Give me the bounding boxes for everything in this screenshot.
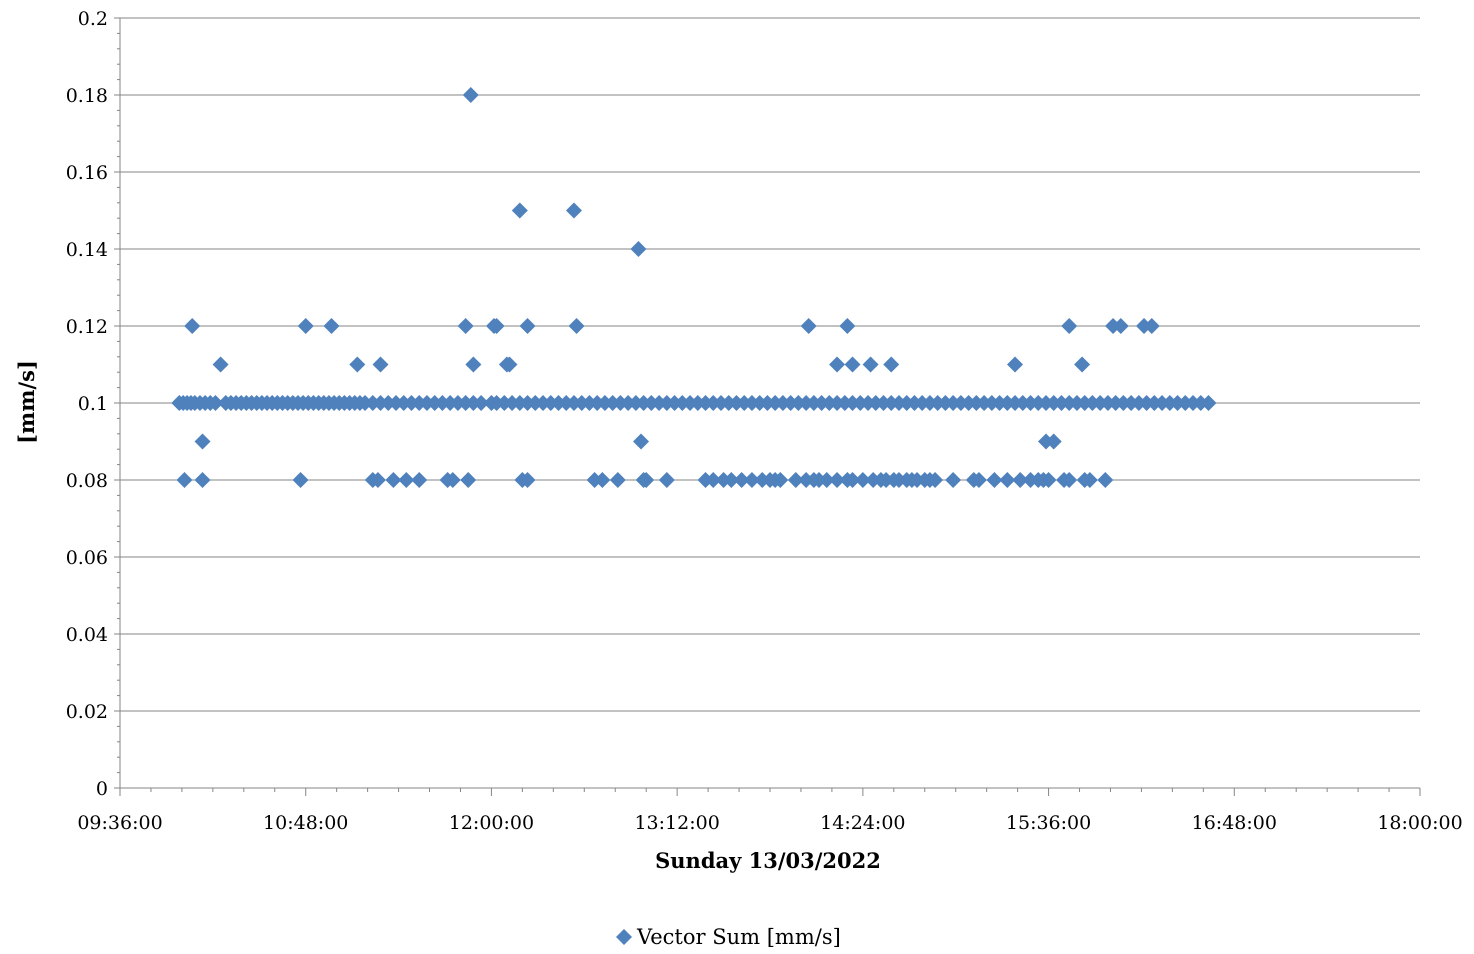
data-point: [207, 395, 224, 411]
data-point: [369, 472, 386, 488]
y-tick-label: 0.04: [66, 624, 108, 646]
data-point: [999, 472, 1016, 488]
y-tick-label: 0.12: [66, 316, 108, 338]
data-point: [829, 356, 846, 373]
data-point: [465, 356, 482, 373]
data-point: [462, 87, 479, 103]
x-tick-label: 18:00:00: [1377, 812, 1462, 834]
data-point: [194, 472, 211, 488]
data-point: [609, 472, 626, 488]
data-point: [986, 472, 1003, 488]
y-tick-label: 0.18: [66, 85, 108, 107]
data-point: [488, 318, 505, 334]
y-tick-label: 0.2: [78, 8, 108, 30]
data-point: [349, 356, 366, 373]
data-point: [511, 202, 528, 219]
data-point: [723, 472, 740, 488]
data-point: [844, 356, 861, 373]
data-point: [176, 472, 193, 488]
data-point: [839, 318, 856, 334]
data-point: [1143, 318, 1160, 334]
y-tick-label: 0.02: [66, 701, 108, 723]
data-point: [705, 472, 722, 488]
data-point: [772, 472, 789, 488]
data-point: [594, 472, 611, 488]
data-point: [519, 472, 536, 488]
gridlines: [120, 17, 1420, 712]
data-point: [854, 472, 871, 488]
x-tick-label: 12:00:00: [449, 812, 534, 834]
y-tick-label: 0: [96, 778, 108, 800]
data-point: [1061, 472, 1078, 488]
data-point: [927, 472, 944, 488]
data-point: [184, 318, 201, 334]
y-axis-title: [mm/s]: [14, 360, 39, 444]
data-point: [1007, 356, 1024, 373]
data-point: [630, 241, 647, 257]
data-point: [818, 472, 835, 488]
data-point: [519, 318, 536, 334]
data-point: [385, 472, 402, 488]
data-point: [460, 472, 477, 488]
data-point: [945, 472, 962, 488]
x-axis-ticks: 09:36:00 10:48:00 12:00:00 13:12:00 14:24:00…: [77, 788, 1463, 834]
x-tick-label: 09:36:00: [77, 812, 162, 834]
y-tick-label: 0.14: [66, 239, 108, 261]
y-tick-label: 0.16: [66, 162, 108, 184]
y-axis-ticks: 0 0.02 0.04 0.06 0.08 0.1 0.12 0.14 0.16 0.18 0.2: [66, 8, 120, 800]
data-point: [638, 472, 655, 488]
y-tick-label: 0.1: [78, 393, 108, 415]
y-tick-label: 0.06: [66, 547, 108, 569]
data-point: [1200, 395, 1217, 411]
data-point: [372, 356, 389, 373]
data-point: [565, 202, 582, 219]
x-axis-title: Sunday 13/03/2022: [655, 848, 881, 873]
data-point: [970, 472, 987, 488]
data-point: [658, 472, 675, 488]
data-point: [1045, 433, 1062, 450]
data-point: [398, 472, 415, 488]
data-point: [473, 395, 490, 411]
data-point: [1040, 472, 1057, 488]
legend-label: Vector Sum [mm/s]: [636, 925, 841, 949]
data-points: [171, 87, 1217, 488]
data-point: [883, 356, 900, 373]
data-point: [633, 433, 650, 450]
data-point: [194, 433, 211, 450]
x-tick-label: 15:36:00: [1006, 812, 1091, 834]
data-point: [733, 472, 750, 488]
data-point: [743, 472, 760, 488]
data-point: [411, 472, 428, 488]
data-point: [457, 318, 474, 334]
x-tick-label: 13:12:00: [634, 812, 719, 834]
x-tick-label: 10:48:00: [263, 812, 348, 834]
data-point: [1097, 472, 1114, 488]
data-point: [501, 356, 518, 373]
legend-marker-icon: [616, 929, 632, 945]
data-point: [1074, 356, 1091, 373]
data-point: [1061, 318, 1078, 334]
data-point: [862, 356, 879, 373]
data-point: [800, 318, 817, 334]
x-tick-label: 14:24:00: [820, 812, 905, 834]
data-point: [1012, 472, 1029, 488]
y-tick-label: 0.08: [66, 470, 108, 492]
data-point: [787, 472, 804, 488]
data-point: [1112, 318, 1129, 334]
legend: Vector Sum [mm/s]: [616, 925, 841, 949]
x-tick-label: 16:48:00: [1192, 812, 1277, 834]
data-point: [444, 472, 461, 488]
data-point: [568, 318, 585, 334]
data-point: [323, 318, 340, 334]
data-point: [1081, 472, 1098, 488]
data-point: [829, 472, 846, 488]
data-point: [292, 472, 309, 488]
data-point: [212, 356, 229, 373]
data-point: [844, 472, 861, 488]
data-point: [297, 318, 314, 334]
